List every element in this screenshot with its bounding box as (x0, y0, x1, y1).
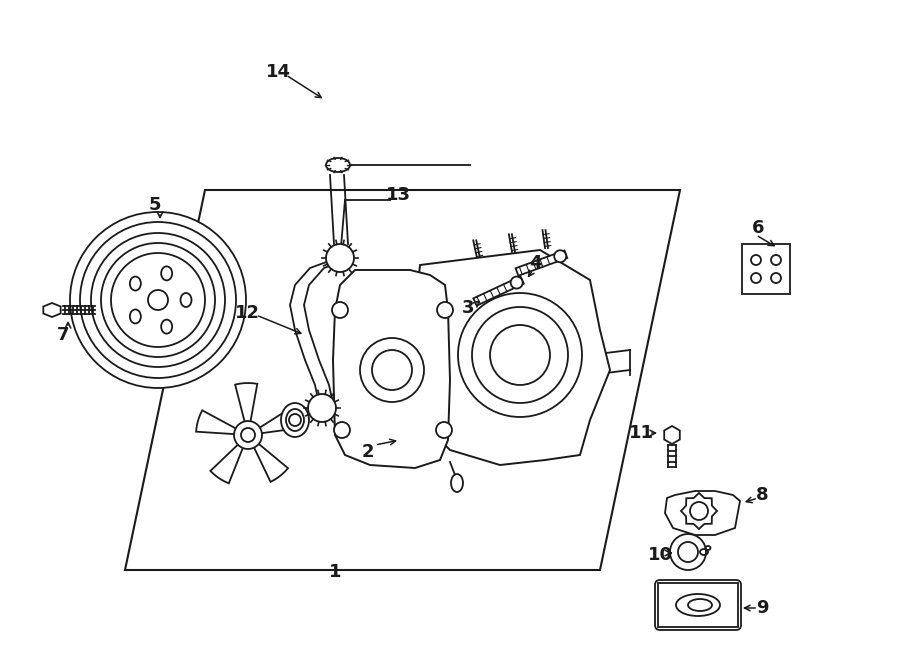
Text: 9: 9 (756, 599, 769, 617)
Circle shape (326, 244, 354, 272)
Ellipse shape (181, 293, 192, 307)
Polygon shape (333, 270, 450, 468)
Polygon shape (742, 244, 790, 294)
Polygon shape (125, 190, 680, 570)
Circle shape (751, 273, 761, 283)
Polygon shape (235, 383, 257, 424)
Polygon shape (211, 444, 244, 483)
Circle shape (332, 302, 348, 318)
Text: 14: 14 (266, 63, 291, 81)
Text: 7: 7 (57, 326, 69, 344)
Circle shape (234, 421, 262, 449)
Text: 8: 8 (756, 486, 769, 504)
Circle shape (472, 307, 568, 403)
Circle shape (670, 534, 706, 570)
Ellipse shape (130, 276, 140, 291)
Circle shape (751, 255, 761, 265)
Text: 1: 1 (328, 563, 341, 581)
Circle shape (334, 422, 350, 438)
Text: 3: 3 (462, 299, 474, 317)
Ellipse shape (281, 403, 309, 437)
Polygon shape (415, 250, 610, 465)
Circle shape (690, 502, 708, 520)
Text: 6: 6 (752, 219, 764, 237)
Circle shape (771, 255, 781, 265)
Polygon shape (665, 491, 740, 535)
Polygon shape (473, 276, 524, 305)
Ellipse shape (130, 309, 140, 323)
Circle shape (436, 422, 452, 438)
Text: 10: 10 (647, 546, 672, 564)
Circle shape (308, 394, 336, 422)
Text: 4: 4 (529, 254, 541, 272)
Ellipse shape (326, 158, 350, 172)
Circle shape (458, 293, 582, 417)
Polygon shape (43, 303, 60, 317)
Text: 13: 13 (385, 186, 410, 204)
Ellipse shape (451, 474, 463, 492)
Circle shape (148, 290, 168, 310)
Text: 12: 12 (235, 304, 259, 322)
Polygon shape (664, 426, 680, 444)
Circle shape (554, 251, 566, 262)
Polygon shape (658, 583, 738, 627)
Polygon shape (516, 251, 567, 276)
Circle shape (771, 273, 781, 283)
Text: 11: 11 (628, 424, 653, 442)
Ellipse shape (161, 320, 172, 334)
Circle shape (437, 302, 453, 318)
Circle shape (111, 253, 205, 347)
Polygon shape (258, 407, 300, 434)
Circle shape (678, 542, 698, 562)
Circle shape (510, 276, 523, 289)
Text: 2: 2 (362, 443, 374, 461)
Polygon shape (681, 493, 717, 529)
Circle shape (360, 338, 424, 402)
Polygon shape (253, 443, 288, 482)
Circle shape (70, 212, 246, 388)
Polygon shape (196, 410, 238, 434)
Text: 5: 5 (148, 196, 161, 214)
Ellipse shape (161, 266, 172, 280)
